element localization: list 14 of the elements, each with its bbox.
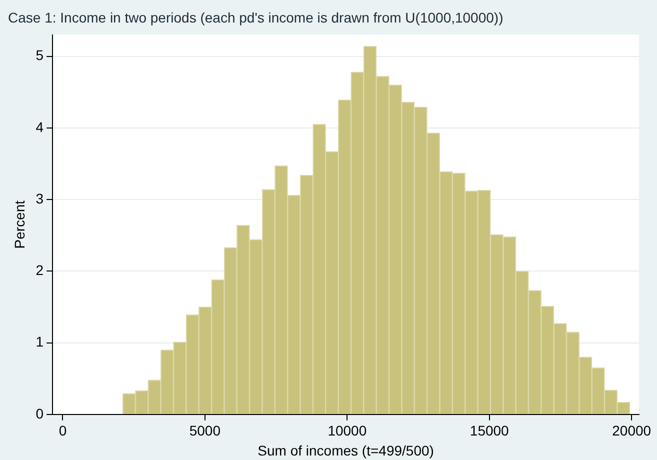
y-tick-label: 2 (36, 262, 44, 278)
y-axis-title: Percent (11, 200, 28, 249)
x-tick-label: 10000 (328, 422, 367, 439)
y-tick-label: 1 (36, 334, 44, 350)
y-tick-label: 5 (36, 47, 44, 64)
y-tick-label: 0 (36, 405, 44, 422)
y-tick-label: 3 (36, 190, 44, 206)
x-tick-label: 5000 (189, 422, 221, 439)
chart-title: Case 1: Income in two periods (each pd's income is drawn from U(1000,10000)) (8, 9, 504, 26)
x-tick-label: 20000 (612, 422, 652, 439)
x-tick-label: 0 (58, 422, 67, 439)
y-tick-label: 4 (36, 118, 44, 135)
x-tick-label: 15000 (470, 422, 510, 439)
x-axis-title: Sum of incomes (t=499/500) (258, 442, 434, 458)
